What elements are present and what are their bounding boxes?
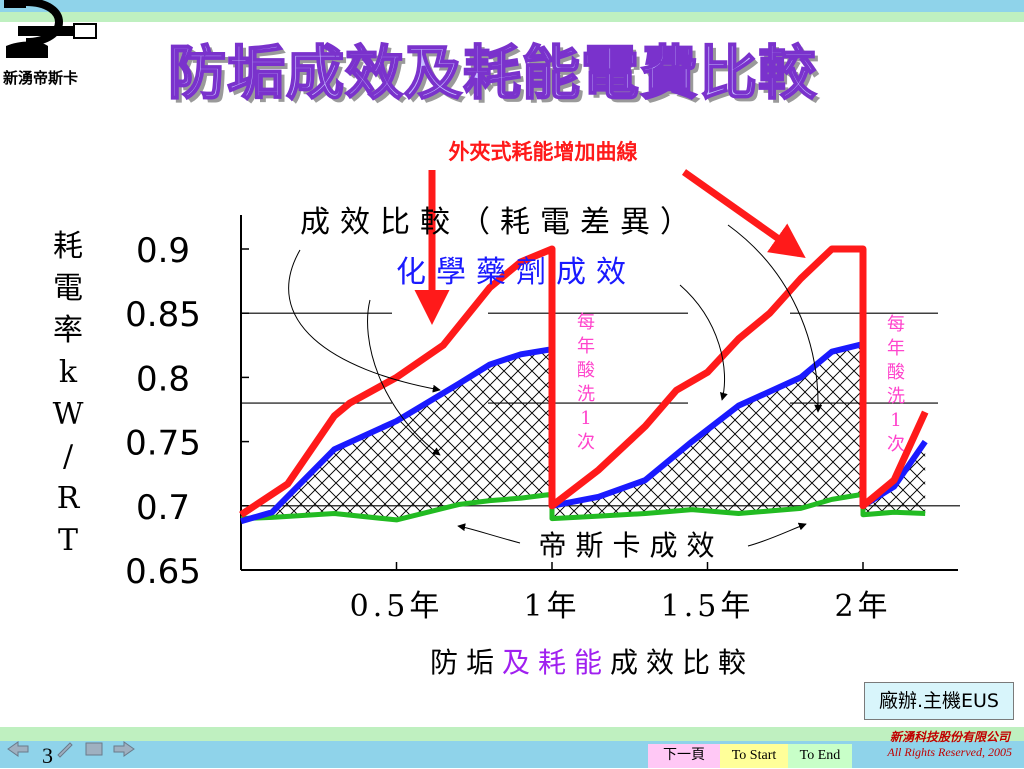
acid-wash-2-char-1: 每 [887,314,905,335]
red-arrow-2 [681,169,806,259]
company-box: 廠辦.主機EUS [864,682,1014,720]
acid-wash-1-char-5: 1 [580,408,591,429]
pointer-curve-3 [679,284,728,401]
y-axis-title-char-7: R [57,481,81,516]
y-tick-label-1: 0.9 [136,231,190,271]
x-tick-label-1: 0.5年 [350,589,444,624]
next-page-button[interactable]: 下一頁 [648,744,720,768]
acid-wash-1-char-4: 洗 [577,384,595,405]
annotation-dsk: 帝斯卡成效 [538,529,723,562]
y-axis-title-char-4: k [59,355,78,390]
header-band-blue [0,0,1024,12]
x-tick-label-2: 1年 [523,589,580,624]
acid-wash-2-char-2: 年 [887,338,905,359]
logo-text: 新湧帝斯卡 [3,69,79,87]
acid-wash-2-char-6: 次 [887,434,905,455]
x-tick-label-4: 2年 [834,589,891,624]
rights-text: All Rights Reserved, 2005 [887,745,1012,759]
back-arrow-icon[interactable] [7,741,29,757]
annotation-chemical: 化學藥劑成效 [396,255,636,290]
pointer-curve-5 [457,523,521,544]
series-lines [239,245,929,525]
pointer-curve-6 [747,522,807,547]
y-tick-label-5: 0.7 [136,488,190,528]
hatch-area-1 [241,349,552,522]
y-axis-title-char-5: W [53,397,84,432]
acid-wash-1-char-2: 年 [577,336,595,357]
forward-arrow-icon[interactable] [113,741,135,757]
menu-icon[interactable] [85,742,103,756]
y-axis-title-char-8: T [58,523,78,558]
acid-wash-2-char-5: 1 [890,410,901,431]
series-line-1 [239,245,929,518]
acid-wash-2-char-4: 洗 [887,386,905,407]
y-axis-title-char-3: 率 [53,313,83,348]
footer-band-blue [0,741,1024,768]
y-tick-label-2: 0.85 [125,295,201,335]
page-title: 防垢成效及耗能電費比較 [167,38,818,108]
x-axis-title-part-3: 成效比較 [610,646,754,679]
acid-wash-1-char-6: 次 [577,432,595,453]
x-axis-title: 防垢及耗能成效比較 [430,646,754,679]
slide-nav-icons [6,739,136,763]
pointer-curve-4 [727,224,823,413]
logo-icon [4,0,97,58]
acid-wash-2-char-3: 酸 [887,362,905,383]
to-start-button[interactable]: To Start [720,744,788,768]
pointer-curve-1 [288,249,441,393]
y-axis-title-char-2: 電 [53,271,83,306]
header-band-green [0,12,1024,22]
pointer-curve-2 [367,299,441,456]
company-logo: 新湧帝斯卡 [0,0,110,100]
y-axis-title-char-6: / [63,439,74,474]
y-axis-title-char-1: 耗 [53,229,83,264]
y-tick-label-4: 0.75 [125,424,201,464]
x-tick-label-3: 1.5年 [661,589,755,624]
annotation-compare: 成效比較（耗電差異） [300,205,700,240]
y-tick-label-3: 0.8 [136,359,190,399]
page-number: 3 [42,743,53,768]
acid-wash-1-char-1: 每 [577,312,595,333]
pen-icon[interactable] [57,742,73,758]
annotations: 外夾式耗能增加曲線成效比較（耗電差異）化學藥劑成效帝斯卡成效每年酸洗1次每年酸洗… [288,139,905,562]
x-axis-title-part-2: 及耗能 [502,646,610,679]
annotation-outer-curve: 外夾式耗能增加曲線 [449,139,638,164]
y-tick-label-6: 0.65 [125,552,201,592]
footer-band-green [0,727,1024,741]
company-name: 新湧科技股份有限公司 [889,730,1010,744]
acid-wash-1-char-3: 酸 [577,360,595,381]
x-axis-title-part-1: 防垢 [430,646,502,679]
to-end-button[interactable]: To End [788,744,852,768]
